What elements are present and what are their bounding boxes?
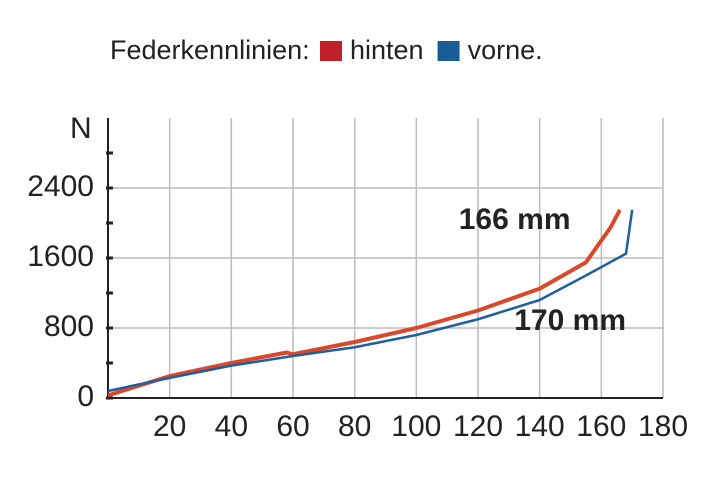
y-axis-label: N [70, 112, 92, 145]
chart-title: Federkennlinien: [110, 35, 310, 65]
legend-label: hinten [350, 35, 424, 65]
annotation: 170 mm [514, 304, 626, 337]
line [107, 208, 622, 398]
legend-label: vorne. [468, 35, 543, 65]
legend-swatch [320, 41, 342, 61]
x-tick-label: 60 [276, 410, 309, 443]
x-tick-label: 20 [153, 410, 186, 443]
line [107, 209, 634, 393]
y-tick-label: 800 [44, 310, 94, 343]
x-tick-label: 100 [391, 410, 441, 443]
x-tick-label: 160 [576, 410, 626, 443]
x-tick-label: 140 [515, 410, 565, 443]
x-tick-label: 80 [338, 410, 371, 443]
y-tick-label: 0 [77, 380, 94, 413]
x-tick-label: 40 [215, 410, 248, 443]
y-tick-label: 2400 [27, 170, 94, 203]
x-tick-label: 180 [638, 410, 688, 443]
annotation: 166 mm [459, 203, 571, 236]
legend-swatch [437, 41, 460, 61]
x-tick-label: 120 [453, 410, 503, 443]
y-tick-label: 1600 [27, 240, 94, 273]
